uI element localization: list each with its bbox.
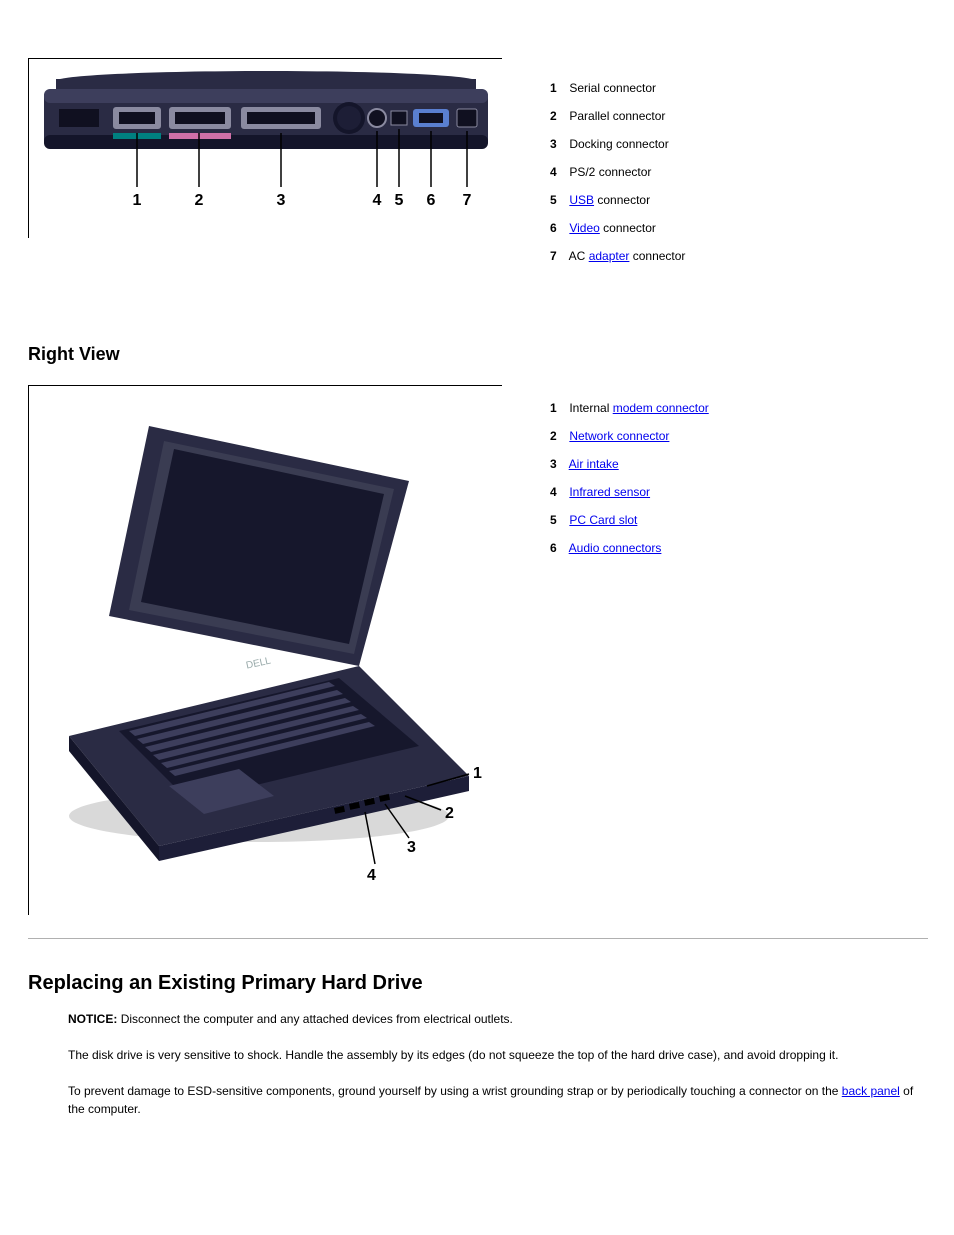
back-item-3: 3 Docking connector — [550, 136, 669, 153]
item-text: connector — [603, 221, 656, 235]
right-item-6: 6 Audio connectors — [550, 540, 661, 557]
svg-text:1: 1 — [473, 765, 482, 782]
item-text: Internal — [569, 401, 612, 415]
figure-back-view: 1 2 3 4 5 6 7 — [28, 58, 502, 238]
laptop-back-svg: 1 2 3 4 5 6 7 — [29, 59, 503, 239]
item-text: PS/2 connector — [569, 165, 651, 179]
back-item-5: 5 USB connector — [550, 192, 650, 209]
item-number: 5 — [550, 512, 566, 529]
back-item-6: 6 Video connector — [550, 220, 656, 237]
item-text: connector — [597, 193, 650, 207]
item-text: Parallel connector — [569, 109, 665, 123]
notice-item-3-pre: To prevent damage to ESD-sensitive compo… — [68, 1084, 842, 1098]
svg-text:4: 4 — [367, 867, 376, 884]
back-item-4: 4 PS/2 connector — [550, 164, 651, 181]
figure-right-view: DELL 1 2 3 4 — [28, 385, 502, 915]
item-text: Docking connector — [569, 137, 668, 151]
svg-text:3: 3 — [277, 192, 286, 209]
back-panel-link[interactable]: back panel — [842, 1084, 900, 1098]
adapter-link[interactable]: adapter — [589, 249, 630, 263]
item-number: 1 — [550, 80, 566, 97]
infrared-link[interactable]: Infrared sensor — [569, 485, 650, 499]
item-number: 2 — [550, 428, 566, 445]
item-number: 3 — [550, 136, 566, 153]
back-item-7: 7 AC adapter connector — [550, 248, 685, 265]
svg-text:2: 2 — [195, 192, 204, 209]
back-item-2: 2 Parallel connector — [550, 108, 665, 125]
item-number: 1 — [550, 400, 566, 417]
item-text: AC — [569, 249, 589, 263]
item-number: 3 — [550, 456, 566, 473]
item-number: 2 — [550, 108, 566, 125]
right-item-5: 5 PC Card slot — [550, 512, 637, 529]
right-item-1: 1 Internal modem connector — [550, 400, 709, 417]
notice-block: NOTICE: Disconnect the computer and any … — [68, 1010, 926, 1118]
svg-text:3: 3 — [407, 839, 416, 856]
item-text: connector — [629, 249, 685, 263]
notice-item-2: The disk drive is very sensitive to shoc… — [68, 1048, 838, 1062]
svg-text:1: 1 — [133, 192, 142, 209]
item-number: 6 — [550, 540, 566, 557]
back-item-1: 1 Serial connector — [550, 80, 656, 97]
item-number: 7 — [550, 248, 566, 265]
svg-text:7: 7 — [463, 192, 472, 209]
right-view-heading: Right View — [28, 344, 120, 365]
item-number: 6 — [550, 220, 566, 237]
right-item-2: 2 Network connector — [550, 428, 669, 445]
item-number: 5 — [550, 192, 566, 209]
svg-text:2: 2 — [445, 805, 454, 822]
separator — [28, 938, 928, 939]
notice-item-1: Disconnect the computer and any attached… — [121, 1012, 513, 1026]
item-number: 4 — [550, 484, 566, 501]
modem-link[interactable]: modem connector — [613, 401, 709, 415]
item-text: Serial connector — [569, 81, 656, 95]
notice-label: NOTICE: — [68, 1012, 117, 1026]
item-number: 4 — [550, 164, 566, 181]
svg-text:6: 6 — [427, 192, 436, 209]
video-link[interactable]: Video — [569, 221, 599, 235]
laptop-right-svg: DELL 1 2 3 4 — [29, 386, 503, 916]
replacing-heading: Replacing an Existing Primary Hard Drive — [28, 972, 423, 995]
right-item-3: 3 Air intake — [550, 456, 619, 473]
svg-text:4: 4 — [373, 192, 382, 209]
audio-link[interactable]: Audio connectors — [569, 541, 662, 555]
network-link[interactable]: Network connector — [569, 429, 669, 443]
svg-text:5: 5 — [395, 192, 404, 209]
right-item-4: 4 Infrared sensor — [550, 484, 650, 501]
usb-link[interactable]: USB — [569, 193, 594, 207]
air-intake-link[interactable]: Air intake — [569, 457, 619, 471]
pccard-link[interactable]: PC Card slot — [569, 513, 637, 527]
